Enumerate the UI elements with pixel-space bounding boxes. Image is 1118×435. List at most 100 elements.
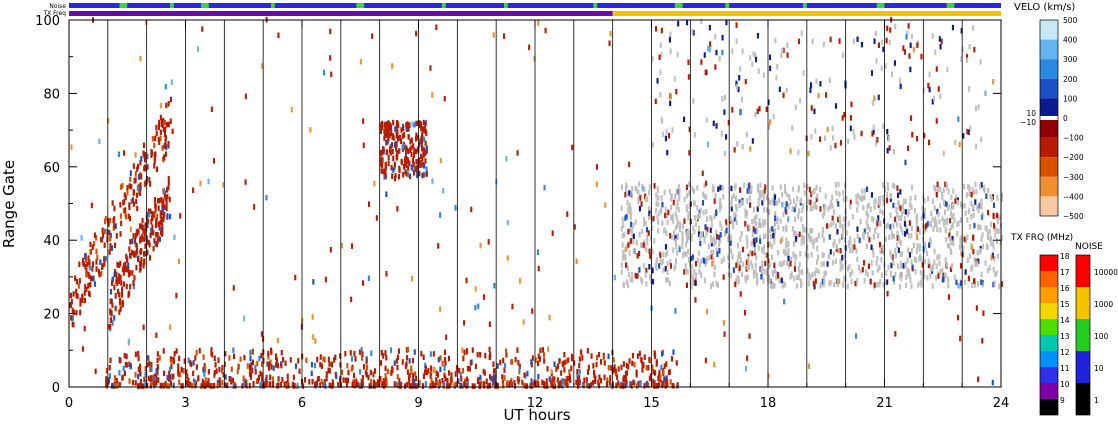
- data-cell: [694, 260, 697, 267]
- data-cell: [811, 38, 814, 45]
- data-cell: [354, 356, 357, 362]
- data-cell: [132, 233, 135, 239]
- data-cell: [910, 247, 913, 254]
- data-cell: [760, 247, 763, 253]
- data-cell: [769, 227, 772, 234]
- data-cell: [256, 360, 259, 367]
- data-cell: [644, 272, 647, 278]
- data-cell: [360, 378, 363, 385]
- data-cell: [403, 132, 406, 138]
- data-cell: [905, 224, 908, 230]
- data-cell: [797, 266, 800, 272]
- data-cell: [398, 167, 401, 174]
- data-cell: [135, 264, 138, 271]
- data-cell: [644, 220, 647, 226]
- data-cell: [386, 149, 389, 156]
- data-cell: [382, 382, 385, 389]
- data-cell: [803, 182, 806, 189]
- data-cell: [710, 283, 713, 290]
- data-cell: [401, 133, 404, 139]
- data-cell: [888, 234, 891, 240]
- data-cell: [669, 259, 672, 265]
- data-cell: [715, 123, 718, 129]
- data-cell: [952, 222, 955, 228]
- data-cell: [578, 369, 581, 375]
- data-cell: [316, 380, 319, 387]
- data-cell: [948, 217, 951, 224]
- data-cell: [674, 235, 677, 241]
- data-cell: [939, 227, 942, 233]
- data-cell: [806, 244, 809, 251]
- data-cell: [522, 319, 525, 325]
- data-cell: [631, 192, 634, 198]
- data-cell: [656, 214, 659, 220]
- data-cell: [777, 273, 780, 279]
- data-cell: [877, 215, 880, 221]
- data-cell: [803, 239, 806, 245]
- data-cell: [622, 361, 625, 367]
- data-cell: [827, 223, 830, 229]
- data-cell: [431, 178, 434, 184]
- data-cell: [338, 382, 341, 388]
- data-cell: [382, 353, 385, 359]
- txfreq-tick-label: 13: [1060, 332, 1070, 341]
- data-cell: [855, 194, 858, 200]
- data-cell: [881, 194, 884, 201]
- data-cell: [399, 382, 402, 389]
- data-cell: [624, 246, 627, 252]
- data-cell: [355, 382, 358, 388]
- data-cell: [821, 232, 824, 238]
- data-cell: [846, 266, 849, 272]
- data-cell: [629, 276, 632, 283]
- data-cell: [151, 229, 154, 236]
- data-cell: [412, 161, 415, 167]
- data-cell: [755, 220, 758, 227]
- data-cell: [177, 370, 180, 376]
- data-cell: [721, 49, 724, 56]
- velocity-scale-swatch: [1040, 137, 1058, 158]
- data-cell: [786, 42, 789, 48]
- data-cell: [197, 46, 200, 52]
- data-cell: [136, 248, 139, 254]
- data-cell: [129, 253, 132, 259]
- data-cell: [721, 34, 724, 41]
- data-cell: [856, 278, 859, 284]
- data-cell: [625, 214, 628, 220]
- data-cell: [180, 366, 183, 373]
- data-cell: [894, 23, 897, 30]
- data-cell: [161, 229, 164, 236]
- data-cell: [433, 367, 436, 373]
- data-cell: [569, 377, 572, 383]
- data-cell: [963, 236, 966, 242]
- data-cell: [317, 375, 320, 382]
- data-cell: [657, 219, 660, 225]
- data-cell: [792, 276, 795, 282]
- data-cell: [927, 258, 930, 265]
- data-cell: [664, 206, 667, 213]
- data-cell: [767, 198, 770, 204]
- data-cell: [157, 205, 160, 211]
- data-cell: [621, 216, 624, 223]
- data-cell: [70, 315, 73, 321]
- data-cell: [396, 120, 399, 126]
- data-cell: [163, 188, 166, 194]
- data-cell: [658, 54, 661, 60]
- data-cell: [344, 351, 347, 357]
- data-cell: [670, 196, 673, 202]
- data-cell: [719, 232, 722, 238]
- data-cell: [972, 204, 975, 210]
- data-cell: [648, 248, 651, 254]
- data-cell: [323, 69, 326, 76]
- data-cell: [384, 350, 387, 356]
- data-cell: [90, 202, 93, 209]
- data-cell: [910, 225, 913, 232]
- data-cell: [738, 202, 741, 209]
- data-cell: [779, 218, 782, 224]
- data-cell: [920, 53, 923, 60]
- data-cell: [132, 250, 135, 257]
- data-cell: [807, 199, 810, 205]
- data-cell: [659, 374, 662, 380]
- data-cell: [222, 371, 225, 378]
- data-cell: [768, 241, 771, 247]
- data-cell: [388, 122, 391, 128]
